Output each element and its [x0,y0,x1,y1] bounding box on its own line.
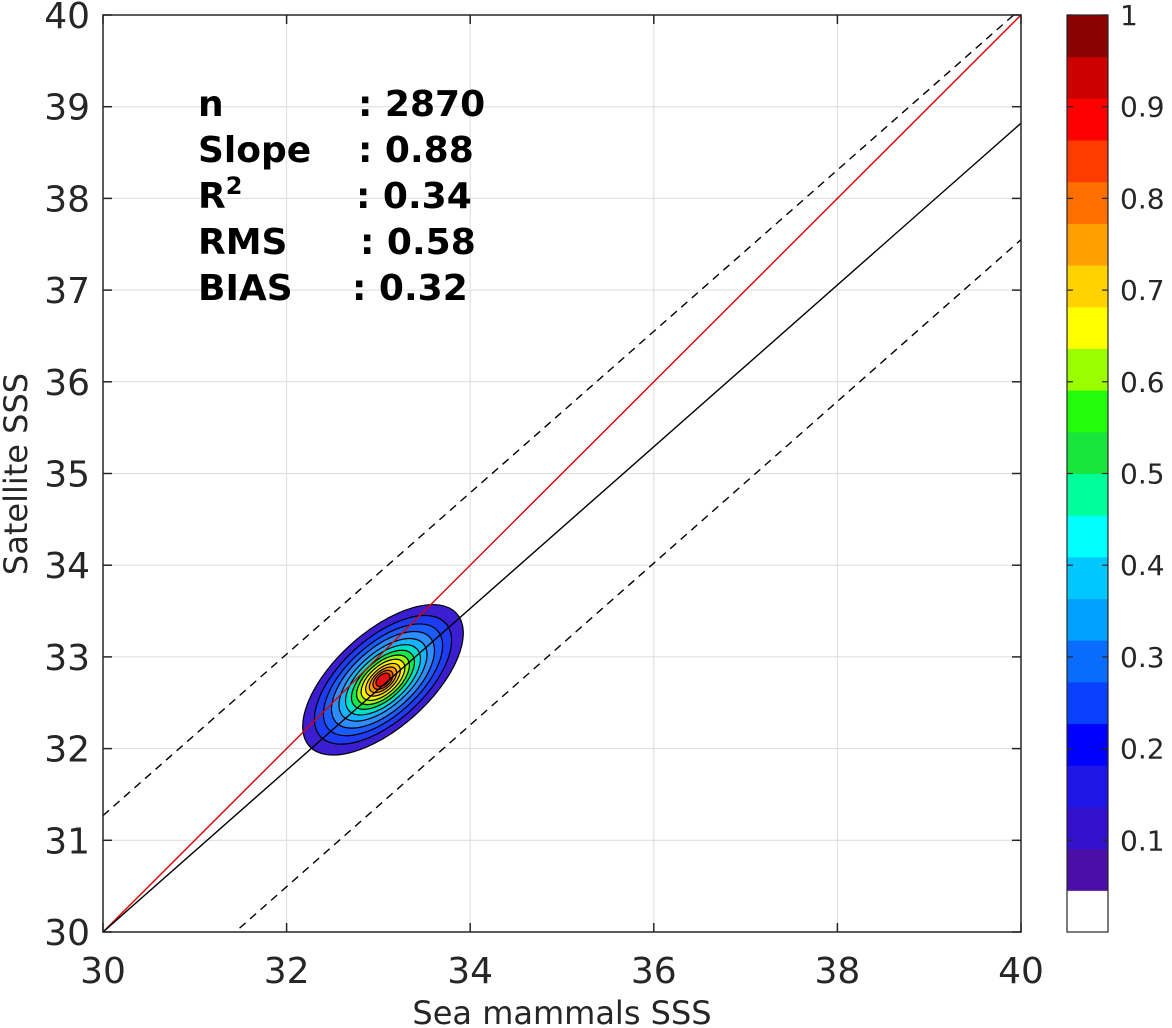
stat-label: RMS [198,222,287,263]
colorbar-swatch [1067,98,1108,141]
colorbar-tick-label: 0.6 [1120,366,1165,399]
x-tick-label: 38 [814,951,860,992]
density-contours [302,603,464,756]
line-regression [103,122,1021,932]
colorbar-tick-label: 0.7 [1120,274,1165,307]
line-upper-bound [103,15,1015,817]
colorbar-tick-label: 0.5 [1120,458,1165,491]
colorbar-swatch [1067,640,1108,683]
y-tick-label: 36 [44,363,90,404]
colorbar-swatch [1067,681,1108,725]
y-tick-label: 37 [44,271,90,312]
y-tick-label: 35 [44,455,90,496]
x-tick-label: 34 [447,951,493,992]
density-contour-level [375,672,391,688]
y-tick-label: 39 [44,88,90,129]
y-tick-label: 33 [44,638,90,679]
line-one-to-one [103,15,1021,932]
colorbar-swatch [1067,806,1108,850]
y-tick-label: 32 [44,730,90,771]
stat-label: R2 [198,172,242,217]
colorbar-swatch [1067,848,1108,891]
colorbar-swatch [1067,223,1108,266]
line-lower-bound [234,239,1021,932]
colorbar-swatch [1067,306,1108,349]
x-axis-label: Sea mammals SSS [412,994,711,1028]
stat-value: : 0.32 [352,268,468,309]
colorbar-swatch [1067,140,1108,183]
stat-value: : 0.58 [360,222,476,263]
colorbar-tick-label: 0.8 [1120,182,1165,215]
x-tick-label: 40 [998,951,1044,992]
y-tick-label: 31 [44,821,90,862]
stat-label: BIAS [198,268,293,309]
colorbar-swatch [1067,765,1108,808]
colorbar-swatch [1067,265,1108,308]
colorbar-swatch [1067,56,1108,99]
stat-label: Slope [198,130,311,171]
colorbar-swatch [1067,515,1108,558]
colorbar-swatch [1067,431,1108,474]
colorbar-tick-label: 0.2 [1120,733,1165,766]
colorbar-tick-label: 0.1 [1120,824,1165,857]
reference-lines [103,15,1021,932]
x-tick-label: 36 [631,951,677,992]
colorbar-swatch [1067,890,1108,933]
stat-value: : 0.34 [356,176,472,217]
colorbar-swatch [1067,390,1108,433]
colorbar-swatch [1067,723,1108,766]
colorbar-tick-label: 1 [1120,0,1138,32]
x-tick-label: 30 [80,951,126,992]
stat-value: : 0.88 [358,130,474,171]
y-axis-label: Satellite SSS [0,373,35,575]
colorbar-swatch [1067,556,1108,600]
grid [103,15,1021,932]
colorbar: 0.1 0.2 0.3 0.4 0.5 0.6 0.7 0.8 0.9 1 [1066,0,1165,933]
stat-label: n [198,84,224,125]
colorbar-swatch [1067,181,1108,224]
colorbar-tick-label: 0.9 [1120,91,1165,124]
colorbar-swatch [1067,473,1108,516]
axis-ticks: 30 32 34 36 38 40 30 31 32 33 34 35 36 37 38 39 40 [44,0,1044,992]
y-tick-label: 34 [44,546,90,587]
colorbar-swatch [1067,15,1108,58]
y-tick-label: 38 [44,179,90,220]
colorbar-tick-label: 0.4 [1120,549,1165,582]
y-tick-label: 30 [44,913,90,954]
stat-superscript: 2 [226,172,243,200]
stat-value: : 2870 [358,84,485,125]
colorbar-swatch [1067,598,1108,641]
stats-box: n : 2870 Slope : 0.88 R2 : 0.34 RMS : 0.58 BIAS:… [198,84,485,309]
colorbar-tick-label: 0.3 [1120,641,1165,674]
x-tick-label: 32 [264,951,310,992]
y-tick-label: 40 [44,0,90,37]
colorbar-swatch [1067,348,1108,391]
